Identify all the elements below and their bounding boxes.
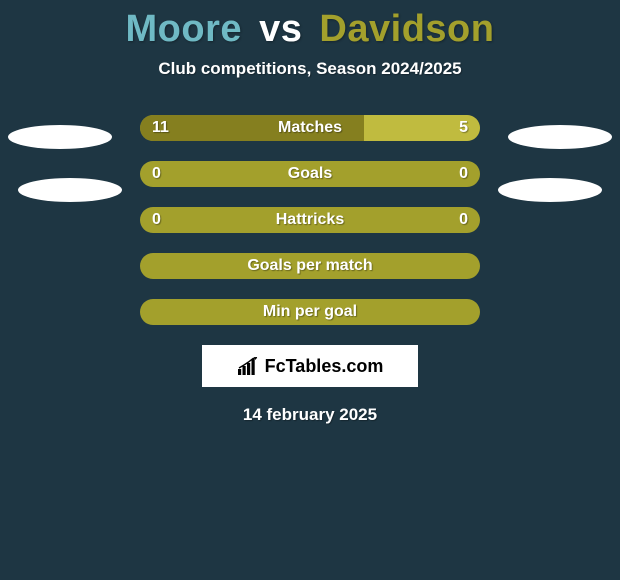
card-subtitle: Club competitions, Season 2024/2025 (0, 59, 620, 79)
stat-row: 00Hattricks (140, 207, 480, 233)
logo-box: FcTables.com (202, 345, 418, 387)
card-date: 14 february 2025 (0, 405, 620, 425)
stat-row: 00Goals (140, 161, 480, 187)
decoration-ellipse (8, 125, 112, 149)
chart-icon (237, 357, 259, 375)
stat-row: 115Matches (140, 115, 480, 141)
stat-label: Goals per match (140, 253, 480, 279)
vs-label: vs (259, 8, 302, 50)
logo-text: FcTables.com (265, 356, 384, 377)
stat-label: Goals (140, 161, 480, 187)
stat-label: Matches (140, 115, 480, 141)
stat-row: Goals per match (140, 253, 480, 279)
decoration-ellipse (498, 178, 602, 202)
stat-row: Min per goal (140, 299, 480, 325)
decoration-ellipse (508, 125, 612, 149)
stat-rows: 115Matches 00Goals 00Hattricks Goals per ma… (0, 115, 620, 325)
player1-name: Moore (126, 8, 243, 50)
decoration-ellipse (18, 178, 122, 202)
card-title: Moore vs Davidson (0, 0, 620, 51)
comparison-card: Moore vs Davidson Club competitions, Sea… (0, 0, 620, 580)
stat-label: Min per goal (140, 299, 480, 325)
player2-name: Davidson (319, 8, 494, 50)
stat-label: Hattricks (140, 207, 480, 233)
